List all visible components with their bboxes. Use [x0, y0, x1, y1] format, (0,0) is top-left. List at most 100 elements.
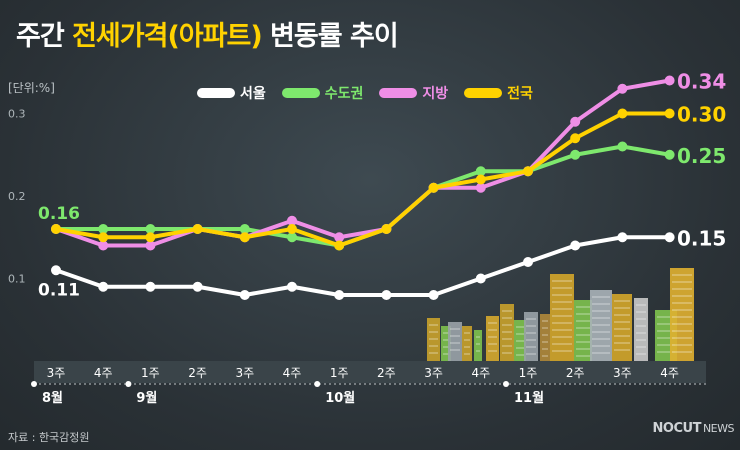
data-point — [98, 281, 109, 292]
skyline-building — [486, 316, 499, 361]
data-point — [98, 240, 109, 251]
x-tick-label: 4주 — [660, 366, 679, 380]
skyline-window — [614, 328, 630, 330]
skyline-window — [502, 324, 512, 326]
skyline-window — [542, 320, 548, 322]
data-point — [523, 166, 533, 177]
data-point — [287, 215, 297, 226]
x-tick-label: 2주 — [377, 366, 396, 380]
skyline-window — [443, 353, 449, 355]
skyline-window — [614, 335, 630, 337]
skyline-window — [443, 339, 449, 341]
data-point — [428, 290, 439, 300]
skyline-window — [672, 309, 692, 311]
skyline-window — [542, 341, 548, 343]
skyline-window — [488, 329, 497, 331]
skyline-window — [464, 353, 470, 355]
skyline-window — [552, 315, 572, 317]
skyline-window — [657, 316, 675, 318]
skyline-building — [574, 300, 592, 361]
skyline-window — [526, 318, 536, 320]
skyline-building — [612, 294, 632, 361]
data-point — [664, 108, 675, 119]
skyline-window — [450, 328, 460, 330]
skyline-window — [636, 325, 646, 327]
x-tick-label: 1주 — [141, 366, 160, 380]
data-point — [617, 232, 628, 243]
skyline-window — [576, 327, 590, 329]
data-point — [570, 133, 581, 144]
skyline-window — [443, 332, 449, 334]
skyline-window — [516, 340, 524, 342]
data-point — [192, 281, 203, 292]
skyline-window — [576, 320, 590, 322]
data-point — [664, 232, 675, 243]
data-point — [617, 141, 628, 152]
skyline-window — [576, 334, 590, 336]
x-tick-label: 3주 — [235, 366, 254, 380]
skyline-building — [500, 304, 514, 361]
data-point — [570, 240, 581, 251]
skyline-window — [657, 344, 675, 346]
title-highlight: 전세가격(아파트) — [72, 21, 263, 52]
skyline-window — [672, 281, 692, 283]
x-tick-label: 3주 — [613, 366, 632, 380]
skyline-building — [550, 274, 574, 361]
legend: 서울 수도권 지방 전국 — [197, 83, 533, 103]
data-point — [287, 281, 297, 292]
data-point — [617, 83, 628, 94]
skyline-window — [672, 302, 692, 304]
skyline-window — [443, 346, 449, 348]
skyline-window — [450, 342, 460, 344]
skyline-window — [476, 350, 480, 352]
skyline-window — [429, 331, 438, 333]
skyline-window — [552, 301, 572, 303]
x-tick-label: 1주 — [330, 366, 349, 380]
skyline-window — [592, 303, 610, 305]
legend-item: 수도권 — [281, 83, 364, 103]
x-tick-label: 1주 — [519, 366, 538, 380]
skyline-window — [657, 330, 675, 332]
skyline-window — [526, 325, 536, 327]
x-tick-label: 3주 — [47, 366, 66, 380]
x-tick-label: 4주 — [471, 366, 490, 380]
x-axis-band — [34, 361, 706, 383]
skyline-window — [526, 353, 536, 355]
skyline-window — [516, 354, 524, 356]
series-line — [54, 235, 672, 297]
skyline-window — [672, 295, 692, 297]
data-point — [287, 232, 297, 243]
legend-item: 서울 — [197, 83, 266, 103]
source-label: 자료 : 한국감정원 — [8, 431, 90, 444]
legend-label: 서울 — [240, 86, 266, 102]
skyline-window — [672, 344, 692, 346]
skyline-window — [502, 310, 512, 312]
skyline-window — [488, 350, 497, 352]
skyline-window — [516, 333, 524, 335]
y-tick-label: 0.1 — [8, 273, 26, 286]
skyline-window — [502, 338, 512, 340]
unit-label: [단위:%] — [8, 81, 55, 95]
data-point — [239, 232, 250, 243]
skyline-building — [524, 312, 538, 361]
legend-label: 수도권 — [324, 86, 364, 102]
month-marker — [125, 381, 132, 387]
skyline-window — [592, 352, 610, 354]
data-point — [523, 257, 533, 267]
skyline-window — [657, 337, 675, 339]
end-value-label: 0.34 — [677, 70, 726, 94]
skyline-window — [614, 342, 630, 344]
skyline-window — [552, 322, 572, 324]
skyline-window — [614, 321, 630, 323]
data-point — [570, 149, 581, 160]
skyline-window — [576, 348, 590, 350]
skyline-window — [576, 355, 590, 357]
skyline-window — [592, 345, 610, 347]
skyline-window — [476, 336, 480, 338]
end-value-label: 0.25 — [677, 144, 726, 168]
skyline-window — [576, 306, 590, 308]
skyline-window — [592, 324, 610, 326]
skyline-window — [636, 353, 646, 355]
